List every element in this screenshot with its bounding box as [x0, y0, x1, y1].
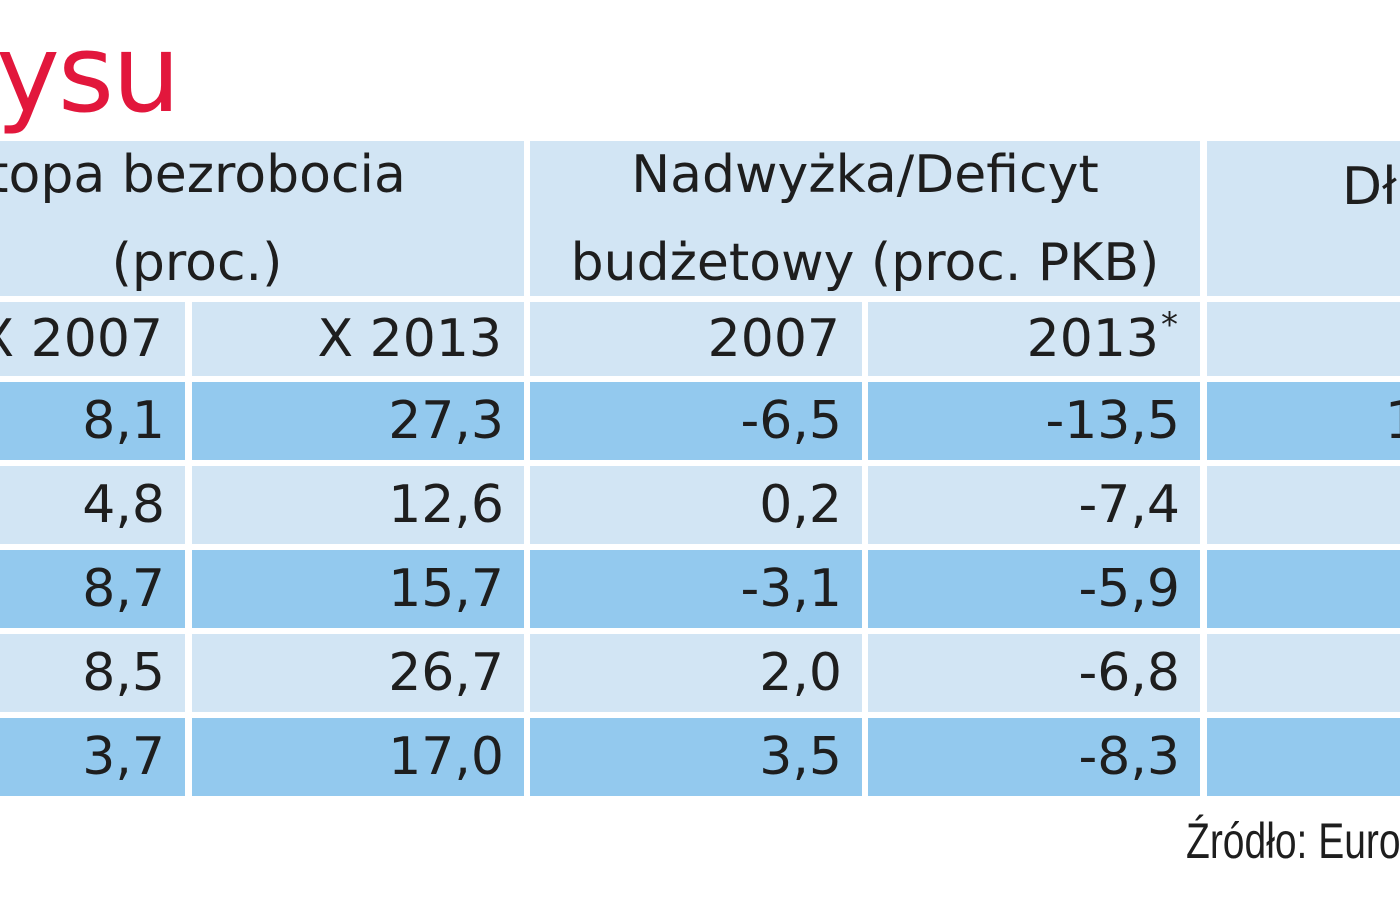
table-cell — [1207, 466, 1400, 544]
table-cell: -5,9 — [868, 550, 1200, 628]
table-cell: 27,3 — [192, 382, 524, 460]
column-header-label: 2013 — [1026, 309, 1159, 369]
table-cell: 26,7 — [192, 634, 524, 712]
column-header: X 2007 — [0, 302, 185, 376]
column-header: X 2013 — [192, 302, 524, 376]
table-cell: -6,8 — [868, 634, 1200, 712]
group-header-label: Nadwyżka/Deficyt budżetowy (proc. PKB) — [570, 144, 1160, 293]
table-cell: -8,3 — [868, 718, 1200, 796]
table-cell: 8,5 — [0, 634, 185, 712]
table-cell: -6,5 — [530, 382, 862, 460]
group-header: Dł — [1207, 141, 1400, 296]
table-cell — [1207, 634, 1400, 712]
table-cell — [1207, 550, 1400, 628]
table-cell: 12,6 — [192, 466, 524, 544]
table-cell: 3,5 — [530, 718, 862, 796]
table-cell: 1 — [1207, 382, 1400, 460]
group-header: topa bezrobocia (proc.) — [0, 141, 524, 296]
group-header-label: topa bezrobocia (proc.) — [0, 144, 406, 293]
table-cell: 4,8 — [0, 466, 185, 544]
page-title: ysu — [0, 12, 181, 137]
footnote-mark: * — [1161, 305, 1178, 345]
table-cell: 2,0 — [530, 634, 862, 712]
table-cell: 17,0 — [192, 718, 524, 796]
group-header: Nadwyżka/Deficyt budżetowy (proc. PKB) — [530, 141, 1200, 296]
table-cell: 15,7 — [192, 550, 524, 628]
group-header-label: Dł — [1342, 157, 1397, 217]
table-cell: 3,7 — [0, 718, 185, 796]
column-header: 2 — [1207, 302, 1400, 376]
table-cell: -3,1 — [530, 550, 862, 628]
column-header: 2013 * — [868, 302, 1200, 376]
table-cell: -13,5 — [868, 382, 1200, 460]
column-header: 2007 — [530, 302, 862, 376]
table-cell: 8,1 — [0, 382, 185, 460]
table-cell — [1207, 718, 1400, 796]
table-cell: 8,7 — [0, 550, 185, 628]
table-cell: -7,4 — [868, 466, 1200, 544]
table-cell: 0,2 — [530, 466, 862, 544]
source-note: Źródło: Euro — [1186, 813, 1400, 869]
